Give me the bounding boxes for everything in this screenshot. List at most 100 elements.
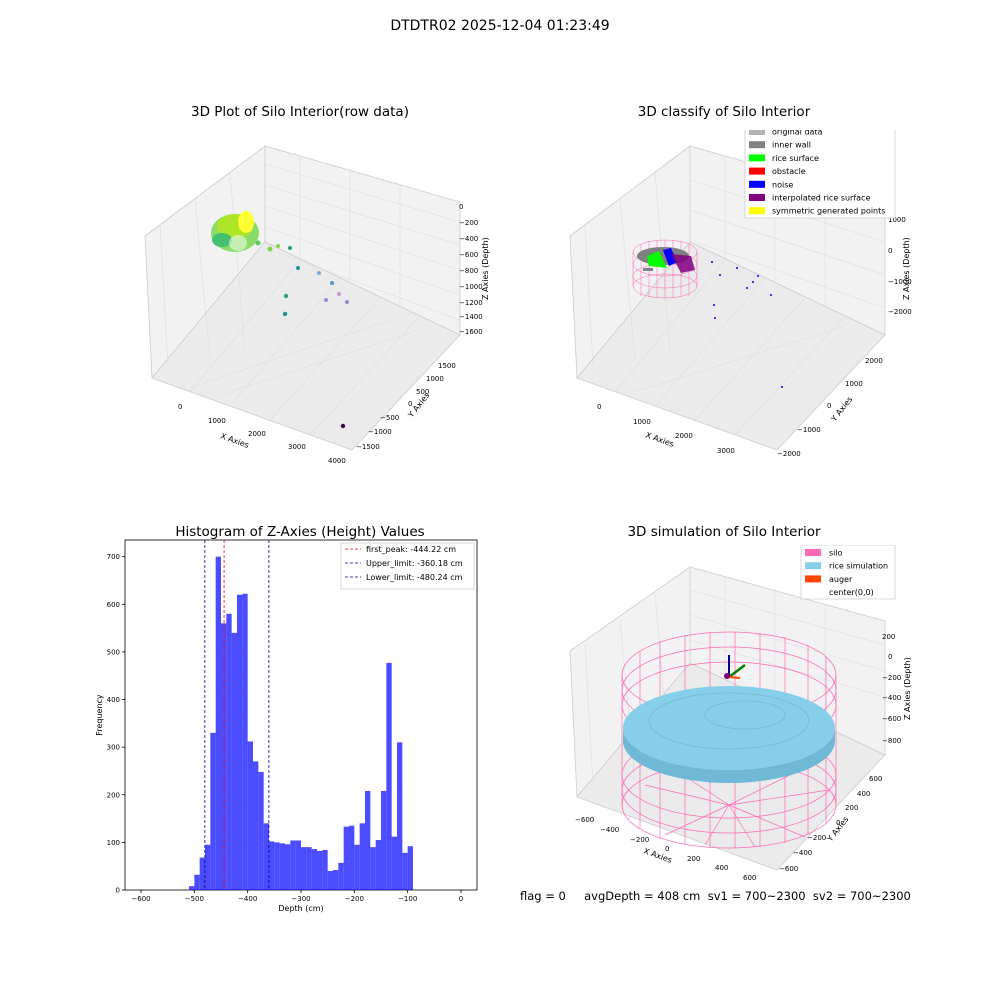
histogram-y-tick-label: 500 <box>107 648 120 656</box>
figure-title: DTDTR02 2025-12-04 01:23:49 <box>390 18 610 34</box>
histogram-bar <box>242 593 248 890</box>
histogram-bar <box>359 823 365 890</box>
histogram-bar <box>402 852 408 890</box>
classify-x-label: X Axies <box>644 430 675 449</box>
raw-z-tick: −1400 <box>459 313 483 321</box>
raw-z-tick: −1200 <box>459 299 483 307</box>
classify-y-tick: 1000 <box>845 380 863 388</box>
simulation-y-tick: 400 <box>857 790 870 798</box>
histogram-bar <box>215 556 221 890</box>
histogram-bar <box>306 847 312 890</box>
simulation-z-ticks: 200 0 −200 −400 −600 −800 <box>882 633 901 745</box>
raw-z-tick: −400 <box>459 235 478 243</box>
histogram-bar <box>322 850 328 890</box>
classify-y-tick: −1000 <box>797 426 821 434</box>
raw-z-label: Z Axies (Depth) <box>481 237 490 300</box>
histogram-x-tick-label: −400 <box>238 895 257 903</box>
classify-z-tick: 0 <box>888 247 892 255</box>
simulation-x-tick: 200 <box>687 855 700 863</box>
classify-y-tick: −2000 <box>777 450 801 458</box>
raw-z-tick: −800 <box>459 267 478 275</box>
histogram-bar <box>253 761 259 890</box>
classify-legend <box>744 130 896 219</box>
simulation-legend-swatch <box>805 562 821 570</box>
histogram-bar <box>407 846 413 890</box>
histogram-bar <box>397 742 403 890</box>
histogram-bar <box>210 732 216 890</box>
simulation-x-tick: −200 <box>630 836 649 844</box>
simulation-z-label: Z Axies (Depth) <box>903 657 912 720</box>
simulation-3d-plot: −600 −400 −200 0 200 400 600 X Axies 600… <box>569 545 912 882</box>
histogram-bar <box>194 874 200 890</box>
simulation-x-tick: 600 <box>743 874 756 882</box>
classify-z-label: Z Axies (Depth) <box>902 237 911 300</box>
simulation-legend-label: rice simulation <box>829 562 888 571</box>
simulation-legend-swatch <box>805 549 821 556</box>
raw-y-ticks: 1500 1000 500 0 −500 −1000 −1500 <box>356 362 456 451</box>
histogram-bar <box>247 741 253 890</box>
classify-z-tick: −2000 <box>888 308 912 316</box>
histogram-x-tick-label: −300 <box>291 895 310 903</box>
raw-x-ticks: 0 1000 2000 3000 4000 <box>178 403 346 465</box>
status-footer: flag = 0 avgDepth = 408 cm sv1 = 700~230… <box>520 889 911 903</box>
histogram-bar <box>189 886 195 890</box>
histogram-y-label: Frequency <box>95 694 104 736</box>
classify-legend-label: rice surface <box>772 154 819 163</box>
histogram-y-tick-label: 200 <box>107 791 120 799</box>
classify-legend-swatch <box>749 167 765 175</box>
simulation-z-tick: −400 <box>882 694 901 702</box>
histogram-chart: 0 100 200 300 400 500 600 700 −600 −500 −400 −300 −… <box>95 539 478 913</box>
histogram-title: Histogram of Z-Axies (Height) Values <box>175 524 425 540</box>
classify-3d-plot: 0 1000 2000 3000 X Axies 2000 1000 0 −10… <box>569 130 912 458</box>
raw-x-tick: 2000 <box>248 430 266 438</box>
raw-point-cloud <box>211 211 349 429</box>
histogram-bar <box>386 662 392 890</box>
simulation-x-ticks: −600 −400 −200 0 200 400 600 <box>575 816 756 882</box>
histogram-bar <box>269 841 275 890</box>
classify-legend-label: original data <box>772 130 823 137</box>
rice-simulation-surface <box>623 686 835 783</box>
raw-plot-title: 3D Plot of Silo Interior(row data) <box>191 104 409 120</box>
classify-legend-swatch <box>749 207 765 215</box>
histogram-legend-label: first_peak: -444.22 cm <box>366 545 456 554</box>
classify-point-cloud <box>637 247 783 388</box>
histogram-bar <box>333 870 339 890</box>
histogram-y-tick-label: 300 <box>107 744 120 752</box>
raw-y-tick: −1500 <box>356 443 380 451</box>
simulation-z-tick: −800 <box>882 737 901 745</box>
simulation-z-tick: −200 <box>882 674 901 682</box>
histogram-bar <box>274 842 280 890</box>
raw-x-tick: 1000 <box>208 417 226 425</box>
simulation-plot-title: 3D simulation of Silo Interior <box>627 524 821 540</box>
histogram-bar <box>349 825 355 890</box>
histogram-bar <box>231 632 237 890</box>
histogram-bar <box>237 594 243 890</box>
simulation-legend-swatch <box>805 575 821 583</box>
histogram-bar <box>370 847 376 890</box>
raw-y-tick: 500 <box>416 388 429 396</box>
simulation-y-tick: −400 <box>793 849 812 857</box>
raw-3d-plot: 0 1000 2000 3000 4000 X Axies 1500 1000 … <box>144 145 490 465</box>
histogram-bar <box>311 849 317 890</box>
raw-y-tick: 0 <box>408 400 412 408</box>
histogram-bar <box>279 843 285 890</box>
classify-y-tick: 0 <box>827 402 831 410</box>
classify-legend-label: inner wall <box>772 141 811 150</box>
classify-y-label: Y Axies <box>829 395 855 424</box>
classify-legend-label: symmetric generated points <box>772 207 885 216</box>
histogram-x-tick-label: 0 <box>459 895 463 903</box>
histogram-axes-frame <box>124 539 478 891</box>
simulation-x-tick: −600 <box>575 816 594 824</box>
histogram-bar <box>205 844 211 890</box>
raw-y-tick: −1000 <box>368 428 392 436</box>
histogram-y-tick-label: 400 <box>107 696 120 704</box>
histogram-bar <box>338 862 344 890</box>
simulation-y-tick: −600 <box>779 865 798 873</box>
histogram-bar <box>199 857 205 890</box>
histogram-bar <box>375 840 381 890</box>
raw-y-tick: 1500 <box>438 362 456 370</box>
histogram-bar <box>365 790 371 890</box>
raw-z-ticks: 0 −200 −400 −600 −800 −1000 −1200 −1400 … <box>459 203 483 336</box>
classify-x-tick: 3000 <box>717 447 735 455</box>
simulation-y-tick: 200 <box>845 804 858 812</box>
